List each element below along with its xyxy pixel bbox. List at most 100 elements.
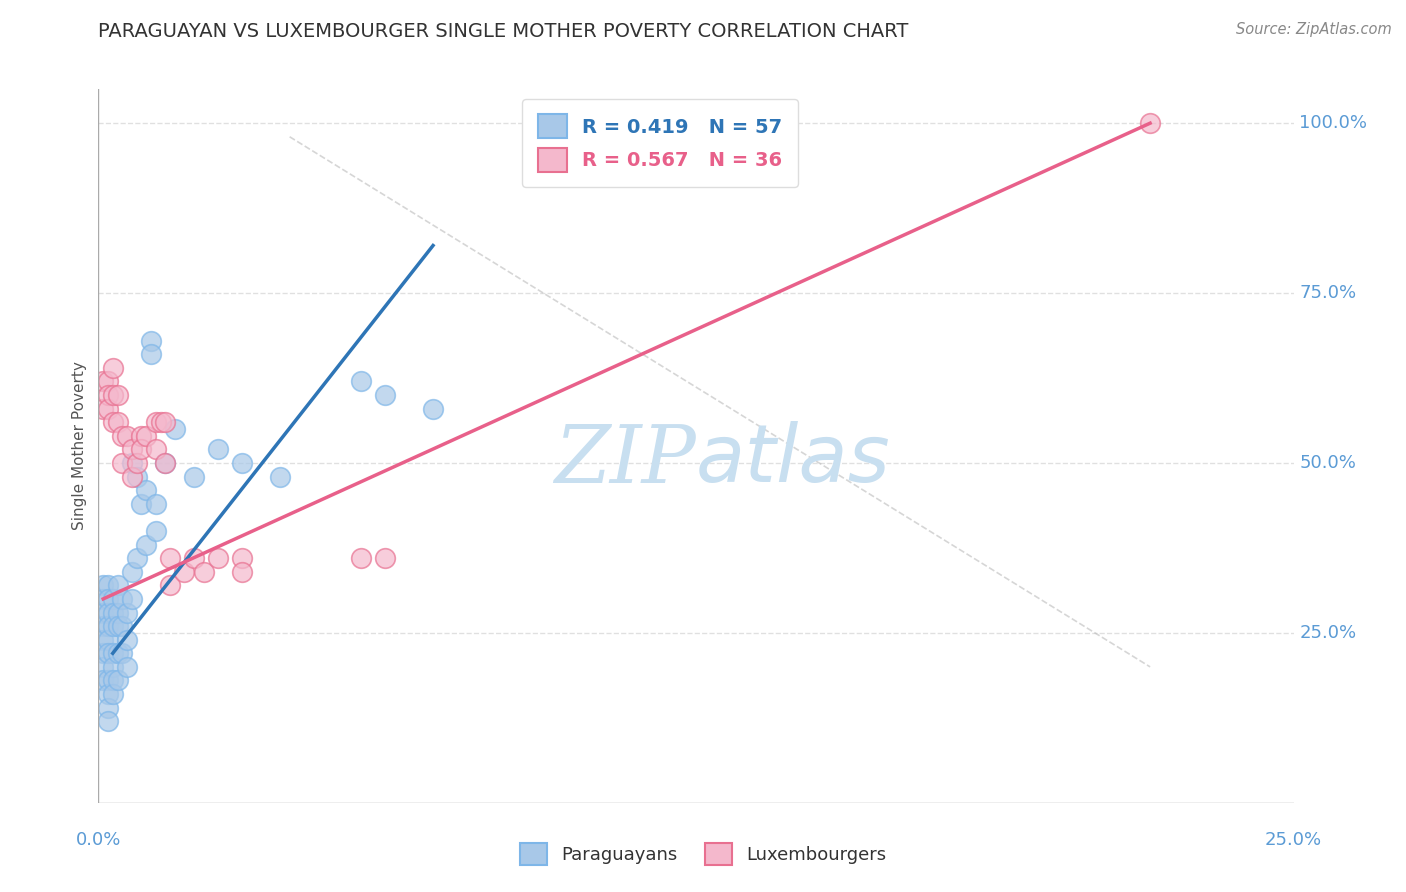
Point: [115, 606, 138, 620]
Point: [115, 429, 138, 443]
Point: [135, 429, 157, 443]
Point: [159, 578, 181, 592]
Point: [97, 388, 120, 402]
Point: [155, 456, 177, 470]
Point: [101, 360, 124, 375]
Point: [121, 469, 143, 483]
Text: atlas: atlas: [696, 421, 891, 500]
Text: 75.0%: 75.0%: [1299, 284, 1357, 302]
Point: [125, 456, 148, 470]
Y-axis label: Single Mother Poverty: Single Mother Poverty: [72, 361, 87, 531]
Point: [374, 551, 396, 566]
Point: [111, 456, 134, 470]
Point: [91, 578, 114, 592]
Point: [97, 714, 120, 729]
Point: [269, 469, 291, 483]
Point: [97, 375, 120, 389]
Point: [91, 632, 114, 647]
Point: [1139, 116, 1161, 130]
Point: [91, 619, 114, 633]
Point: [135, 483, 157, 498]
Point: [183, 469, 205, 483]
Point: [97, 632, 120, 647]
Point: [207, 551, 229, 566]
Text: 50.0%: 50.0%: [1299, 454, 1357, 472]
Point: [231, 456, 253, 470]
Point: [115, 660, 138, 674]
Point: [91, 673, 114, 688]
Point: [97, 673, 120, 688]
Point: [149, 415, 172, 429]
Point: [101, 388, 124, 402]
Point: [91, 660, 114, 674]
Point: [107, 415, 129, 429]
Point: [107, 578, 129, 592]
Point: [155, 456, 177, 470]
Text: 25.0%: 25.0%: [1265, 831, 1322, 849]
Point: [125, 551, 148, 566]
Text: 25.0%: 25.0%: [1299, 624, 1357, 642]
Point: [121, 442, 143, 457]
Point: [101, 591, 124, 606]
Point: [91, 646, 114, 660]
Point: [97, 646, 120, 660]
Point: [111, 591, 134, 606]
Text: 0.0%: 0.0%: [76, 831, 121, 849]
Point: [97, 578, 120, 592]
Point: [111, 619, 134, 633]
Point: [101, 660, 124, 674]
Point: [97, 619, 120, 633]
Point: [145, 442, 167, 457]
Point: [159, 551, 181, 566]
Point: [374, 388, 396, 402]
Text: Source: ZipAtlas.com: Source: ZipAtlas.com: [1236, 22, 1392, 37]
Point: [193, 565, 215, 579]
Point: [121, 565, 143, 579]
Point: [107, 388, 129, 402]
Point: [231, 551, 253, 566]
Point: [350, 551, 373, 566]
Point: [91, 401, 114, 416]
Point: [163, 422, 186, 436]
Point: [422, 401, 444, 416]
Point: [145, 524, 167, 538]
Point: [97, 401, 120, 416]
Point: [155, 415, 177, 429]
Text: ZIP: ZIP: [554, 422, 696, 499]
Point: [121, 456, 143, 470]
Point: [350, 375, 373, 389]
Point: [91, 375, 114, 389]
Point: [131, 442, 153, 457]
Point: [139, 334, 162, 348]
Point: [101, 646, 124, 660]
Point: [145, 415, 167, 429]
Text: 100.0%: 100.0%: [1299, 114, 1368, 132]
Point: [91, 606, 114, 620]
Point: [183, 551, 205, 566]
Point: [97, 687, 120, 701]
Point: [131, 497, 153, 511]
Legend: Paraguayans, Luxembourgers: Paraguayans, Luxembourgers: [510, 834, 896, 874]
Point: [107, 619, 129, 633]
Point: [145, 497, 167, 511]
Point: [101, 606, 124, 620]
Point: [173, 565, 195, 579]
Point: [101, 687, 124, 701]
Point: [131, 429, 153, 443]
Legend: R = 0.419   N = 57, R = 0.567   N = 36: R = 0.419 N = 57, R = 0.567 N = 36: [522, 99, 799, 187]
Point: [207, 442, 229, 457]
Point: [97, 591, 120, 606]
Point: [97, 606, 120, 620]
Point: [97, 700, 120, 714]
Point: [111, 646, 134, 660]
Point: [231, 565, 253, 579]
Point: [107, 606, 129, 620]
Point: [125, 469, 148, 483]
Point: [135, 537, 157, 551]
Point: [101, 415, 124, 429]
Point: [121, 591, 143, 606]
Point: [101, 673, 124, 688]
Point: [101, 619, 124, 633]
Text: PARAGUAYAN VS LUXEMBOURGER SINGLE MOTHER POVERTY CORRELATION CHART: PARAGUAYAN VS LUXEMBOURGER SINGLE MOTHER…: [98, 22, 908, 41]
Point: [107, 646, 129, 660]
